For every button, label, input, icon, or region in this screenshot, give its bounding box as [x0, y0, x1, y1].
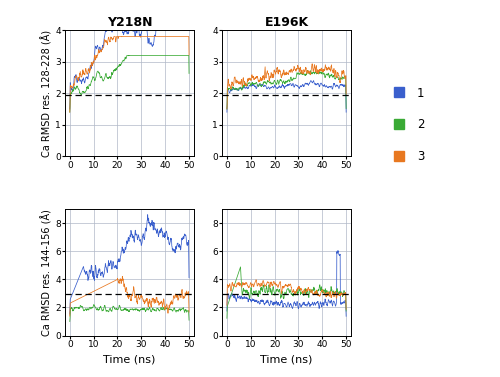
Y-axis label: Ca RMSD res. 144-156 (Å): Ca RMSD res. 144-156 (Å) — [41, 209, 52, 336]
X-axis label: Time (ns): Time (ns) — [260, 354, 312, 364]
Title: Y218N: Y218N — [106, 16, 152, 29]
Title: E196K: E196K — [264, 16, 308, 29]
Legend: 1, 2, 3: 1, 2, 3 — [382, 82, 429, 168]
Y-axis label: Ca RMSD res. 128-228 (Å): Ca RMSD res. 128-228 (Å) — [41, 30, 52, 157]
X-axis label: Time (ns): Time (ns) — [103, 354, 156, 364]
